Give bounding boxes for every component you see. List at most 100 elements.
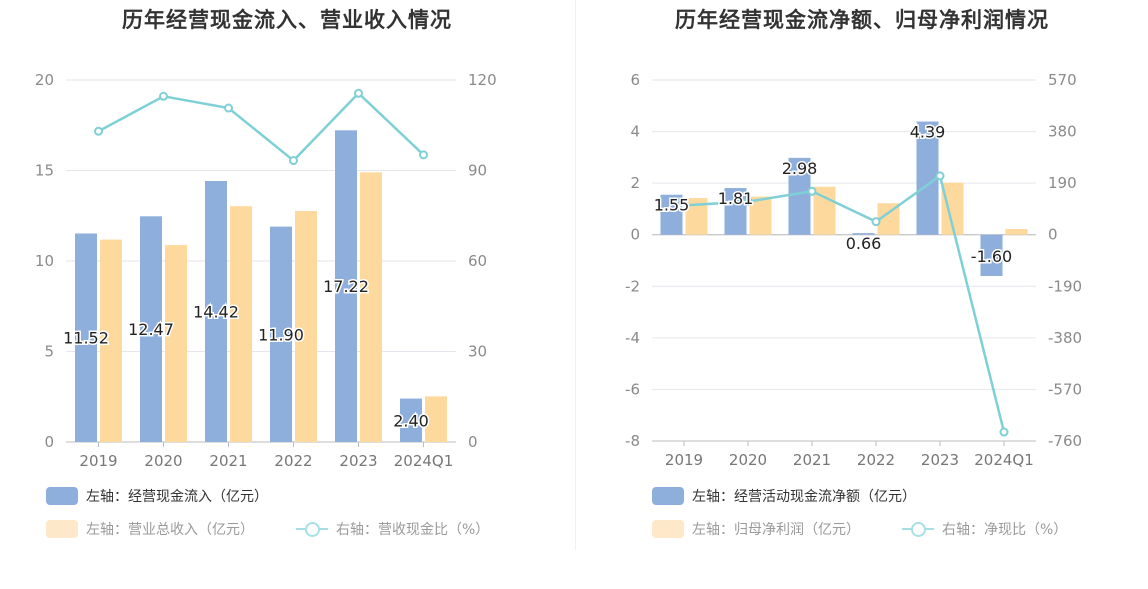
- bar: [335, 130, 357, 442]
- legend-item-net-cash-flow[interactable]: 左轴：经营活动现金流净额（亿元）: [652, 486, 916, 506]
- line-point: [354, 88, 363, 98]
- y-left-tick-label: 6: [630, 71, 640, 89]
- line-point: [94, 126, 103, 136]
- line-point: [935, 171, 945, 181]
- y-right-tick-label: 380: [1048, 123, 1077, 141]
- legend-swatch: [46, 487, 78, 505]
- y-left-tick-label: 20: [35, 71, 54, 89]
- y-right-tick-label: -190: [1048, 277, 1082, 295]
- legend-label: 右轴：营收现金比（%）: [336, 522, 490, 538]
- legend-label: 右轴：净现比（%）: [942, 522, 1068, 538]
- legend-swatch: [46, 520, 78, 538]
- bar-data-label: 14.42: [193, 302, 239, 321]
- chart-plot-area: -8 -760 -6 -570 -4 -380 -2 -190 0 0 2 190 4 380 6 570 20…: [625, 71, 1082, 469]
- y-right-tick-label: -380: [1048, 329, 1082, 347]
- line-point: [807, 186, 817, 196]
- bar: [295, 211, 317, 442]
- legend-line-icon: [296, 520, 328, 538]
- y-right-tick-label: 60: [468, 252, 487, 270]
- x-tick-label: 2019: [79, 452, 117, 470]
- bar-data-label: -1.60: [971, 247, 1012, 266]
- line-point: [419, 150, 428, 160]
- bar-data-label: 11.90: [258, 325, 304, 344]
- y-right-tick-label: 0: [468, 433, 478, 451]
- line-point: [159, 91, 168, 101]
- bar: [685, 198, 708, 235]
- bar-data-label: 1.55: [654, 196, 690, 215]
- legend-label: 左轴：营业总收入（亿元）: [86, 522, 254, 538]
- bar: [980, 234, 1003, 276]
- y-right-tick-label: -570: [1048, 380, 1082, 398]
- legend-item-revenue[interactable]: 左轴：营业总收入（亿元）: [46, 519, 254, 539]
- y-left-tick-label: 10: [35, 252, 54, 270]
- y-left-tick-label: -8: [625, 432, 640, 450]
- x-tick-label: 2022: [857, 451, 895, 469]
- chart-plot-area: 0 0 5 30 10 60 15 90 20 120 2019 2020 2021 2022 2023 20…: [35, 71, 497, 470]
- y-right-tick-label: 120: [468, 71, 497, 89]
- bar: [270, 226, 292, 442]
- y-right-tick-label: 90: [468, 162, 487, 180]
- legend-swatch: [652, 520, 684, 538]
- bar: [165, 245, 187, 442]
- legend-swatch: [652, 487, 684, 505]
- line-series-path: [683, 173, 1006, 433]
- x-tick-label: 2020: [729, 451, 767, 469]
- x-tick-label: 2020: [144, 452, 182, 470]
- chart-title: 历年经营现金流入、营业收入情况: [122, 8, 452, 32]
- y-right-tick-label: 570: [1048, 71, 1077, 89]
- x-tick-label: 2023: [921, 451, 959, 469]
- y-right-tick-label: 0: [1048, 226, 1058, 244]
- y-left-tick-label: 2: [630, 174, 640, 192]
- bar: [230, 206, 252, 442]
- legend-item-cash-inflow[interactable]: 左轴：经营现金流入（亿元）: [46, 486, 268, 506]
- x-tick-label: 2021: [793, 451, 831, 469]
- chart-title: 历年经营现金流净额、归母净利润情况: [675, 8, 1049, 32]
- line-point: [871, 217, 881, 227]
- bar-data-label: 12.47: [128, 320, 174, 339]
- bar: [75, 233, 97, 442]
- x-tick-label: 2022: [274, 452, 312, 470]
- x-tick-label: 2024Q1: [974, 451, 1034, 469]
- bar: [100, 239, 122, 442]
- bar: [360, 172, 382, 442]
- x-tick-label: 2021: [209, 452, 247, 470]
- bar-data-label: 1.81: [718, 189, 754, 208]
- bar-data-label: 17.22: [323, 277, 369, 296]
- y-left-tick-label: -4: [625, 329, 640, 347]
- y-left-tick-label: 0: [630, 226, 640, 244]
- bar: [400, 398, 422, 442]
- y-left-tick-label: 0: [44, 433, 54, 451]
- panel-divider: [575, 0, 576, 550]
- x-tick-label: 2023: [339, 452, 377, 470]
- line-point: [679, 200, 689, 210]
- bar: [660, 194, 683, 235]
- bar: [724, 188, 747, 235]
- legend-item-cash-ratio[interactable]: 右轴：营收现金比（%）: [296, 519, 489, 539]
- bar: [749, 196, 772, 235]
- bar-data-label: 11.52: [63, 329, 109, 348]
- line-point: [289, 156, 298, 166]
- line-point: [743, 197, 753, 207]
- bar-data-label: 2.98: [782, 159, 818, 178]
- bar-data-label: 2.40: [393, 411, 429, 430]
- line-point: [999, 427, 1009, 437]
- bar: [877, 203, 900, 235]
- bar: [425, 396, 447, 442]
- y-left-tick-label: 4: [630, 123, 640, 141]
- y-left-tick-label: 5: [44, 343, 54, 361]
- legend-item-net-profit[interactable]: 左轴：归母净利润（亿元）: [652, 519, 860, 539]
- bar-data-label: 0.66: [846, 234, 882, 253]
- bar: [205, 180, 227, 443]
- line-series-path: [97, 91, 425, 163]
- bar-data-label: 4.39: [910, 123, 946, 142]
- y-right-tick-label: 190: [1048, 174, 1077, 192]
- y-right-tick-label: -760: [1048, 432, 1082, 450]
- bar: [1005, 229, 1028, 235]
- chart-panel-cashflow-revenue: 历年经营现金流入、营业收入情况 0 0 5 30 10 60 15 90 20 120 2019 20…: [35, 8, 497, 539]
- bar: [788, 157, 811, 235]
- chart-panel-netcash-profit: 历年经营现金流净额、归母净利润情况 -8 -760 -6 -570 -4 -380 -2 -1…: [576, 0, 1148, 589]
- legend-item-net-cash-ratio[interactable]: 右轴：净现比（%）: [902, 519, 1067, 539]
- legend-label: 左轴：经营现金流入（亿元）: [86, 489, 268, 505]
- bar: [941, 182, 964, 235]
- legend-line-icon: [902, 520, 934, 538]
